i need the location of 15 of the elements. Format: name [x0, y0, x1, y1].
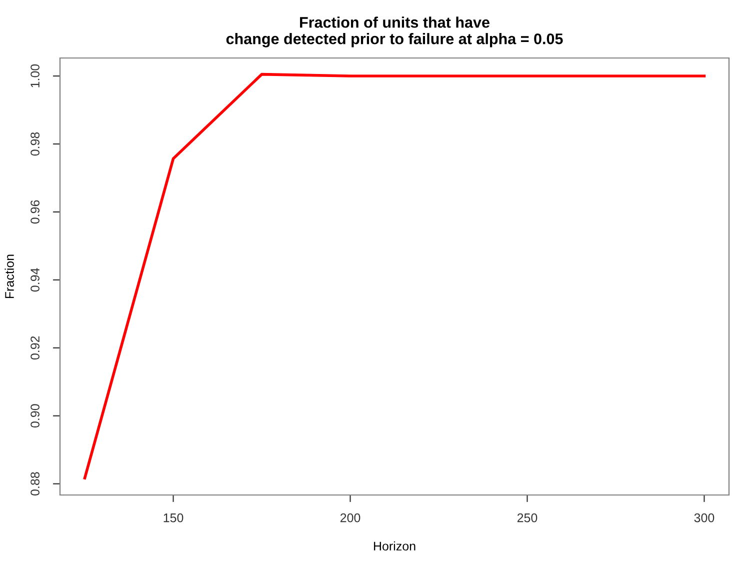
- y-tick-label: 0.98: [30, 132, 40, 156]
- x-axis-title: Horizon: [374, 541, 416, 551]
- chart-title: Fraction of units that have change detected prior to failure at alpha = 0.05: [226, 16, 563, 48]
- y-tick-label: 0.94: [30, 268, 40, 292]
- y-tick-label: 1.00: [30, 64, 40, 88]
- y-tick-label: 0.90: [30, 404, 40, 428]
- x-tick-label: 150: [164, 513, 184, 522]
- y-tick-label: 0.96: [30, 200, 40, 224]
- x-tick-label: 250: [517, 513, 538, 522]
- x-tick-label: 300: [694, 513, 714, 522]
- x-tick-label: 200: [340, 513, 360, 522]
- y-axis-title: Fraction: [4, 254, 14, 298]
- y-tick-label: 0.92: [30, 336, 40, 360]
- line-series: [83, 72, 706, 480]
- y-tick-label: 0.88: [30, 472, 40, 496]
